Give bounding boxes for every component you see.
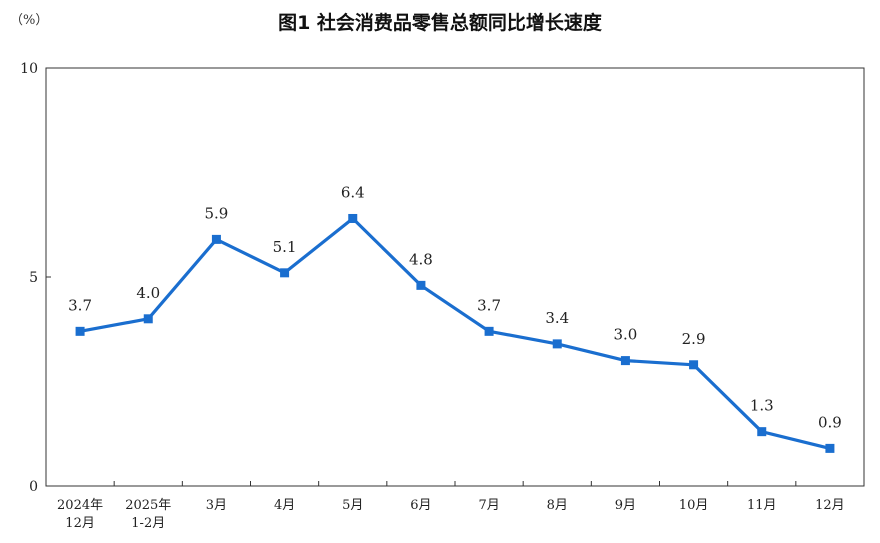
y-tick-label: 0: [29, 479, 38, 495]
data-value-label: 1.3: [750, 397, 774, 415]
axis-ticks: [46, 67, 797, 487]
data-value-label: 2.9: [682, 330, 706, 348]
x-tick-label: 2024年 12月: [57, 498, 103, 531]
x-tick-label: 11月: [747, 498, 777, 513]
data-value-label: 3.7: [68, 296, 92, 314]
data-labels: 3.7 4.0 5.9 5.1 6.4 4.8 3.7 3.4 3.0 2.9 1.3 0.9: [68, 183, 842, 431]
data-value-label: 3.0: [613, 326, 637, 344]
series-line: [79, 216, 831, 450]
x-tick-label: 3月: [206, 498, 227, 513]
x-tick-label: 6月: [410, 498, 431, 513]
data-value-label: 5.1: [273, 238, 297, 256]
y-axis-unit: （%）: [10, 13, 48, 28]
data-value-label: 3.4: [545, 309, 569, 327]
data-value-label: 5.9: [204, 204, 228, 222]
y-tick-label: 10: [20, 61, 38, 77]
data-point-marker: [484, 326, 494, 336]
data-point-marker: [825, 443, 835, 453]
data-point-marker: [416, 280, 426, 290]
data-point-marker: [757, 427, 767, 437]
x-tick-label: 4月: [274, 498, 295, 513]
data-point-marker: [280, 268, 290, 278]
series-markers: [75, 213, 835, 453]
y-tick-label: 5: [29, 270, 38, 286]
data-value-label: 4.8: [409, 250, 433, 268]
y-axis-labels: 0 5 10: [20, 61, 38, 495]
plot-frame: [45, 67, 865, 487]
x-axis-labels: 2024年 12月 2025年 1-2月 3月 4月 5月 6月 7月 8月 9月 10月 11月 12月: [57, 498, 845, 531]
x-tick-label: 10月: [679, 498, 709, 513]
data-point-marker: [143, 314, 153, 324]
data-value-label: 4.0: [136, 284, 160, 302]
data-point-marker: [689, 360, 699, 370]
data-point-marker: [75, 326, 85, 336]
x-tick-label: 8月: [547, 498, 568, 513]
data-value-label: 6.4: [341, 183, 365, 201]
x-tick-label: 5月: [342, 498, 363, 513]
data-point-marker: [620, 356, 630, 366]
x-tick-label: 12月: [815, 498, 845, 513]
data-point-marker: [552, 339, 562, 349]
x-tick-label: 9月: [615, 498, 636, 513]
chart-title: 图1 社会消费品零售总额同比增长速度: [278, 11, 603, 34]
data-value-label: 0.9: [818, 413, 842, 431]
x-tick-label: 2025年 1-2月: [125, 498, 171, 531]
data-point-marker: [348, 213, 358, 223]
data-value-label: 3.7: [477, 296, 501, 314]
data-point-marker: [211, 234, 221, 244]
x-tick-label: 7月: [478, 498, 499, 513]
